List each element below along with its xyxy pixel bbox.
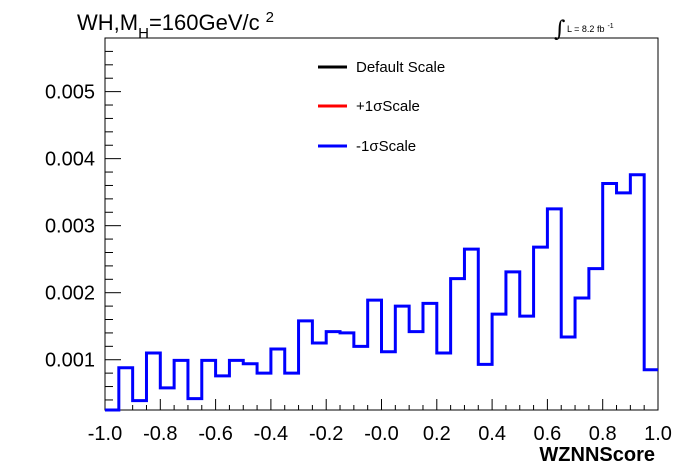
y-tick-label: 0.003 [45,216,95,238]
y-tick-label: 0.004 [45,149,95,171]
x-tick-label: -0.4 [254,423,288,445]
ticks-layer: -1.0 -0.8 -0.6 -0.4 -0.2 -0.0 0.2 0.4 0.6 0.8 1.0 0… [45,37,672,445]
x-tick-label: -0.6 [198,423,232,445]
title-main: WH,M [77,10,138,35]
integral-symbol: ∫ [554,17,566,42]
x-tick-label: -0.8 [143,423,177,445]
y-tick-label: 0.005 [45,82,95,104]
luminosity-label: L = 8.2 fb -1 [567,23,614,34]
x-tick-label: -1.0 [88,423,122,445]
title-superscript: 2 [266,9,274,26]
legend: Default Scale +1σScale -1σScale [318,59,445,155]
x-axis-label: WZNNScore [539,444,655,466]
x-tick-label: -0.2 [309,423,343,445]
x-tick-label: 0.6 [533,423,561,445]
x-tick-label: 0.8 [589,423,617,445]
luminosity-text: L = 8.2 fb [567,24,604,34]
luminosity-superscript: -1 [607,23,613,30]
y-tick-label: 0.001 [45,350,95,372]
title-subscript: H [138,25,149,42]
x-tick-label: 0.2 [423,423,451,445]
series-layer [105,173,658,412]
chart-title: WH,MH=160GeV/c 2 [77,9,274,42]
y-tick-label: 0.002 [45,283,95,305]
x-tick-label: 0.4 [478,423,506,445]
title-rest: =160GeV/c [149,10,260,35]
legend-label-plus1sigma: +1σScale [356,98,420,115]
x-tick-label: -0.0 [364,423,398,445]
legend-label-default: Default Scale [356,59,445,76]
legend-label-minus1sigma: -1σScale [356,138,416,155]
series-line-0 [105,173,658,412]
x-tick-label: 1.0 [644,423,672,445]
